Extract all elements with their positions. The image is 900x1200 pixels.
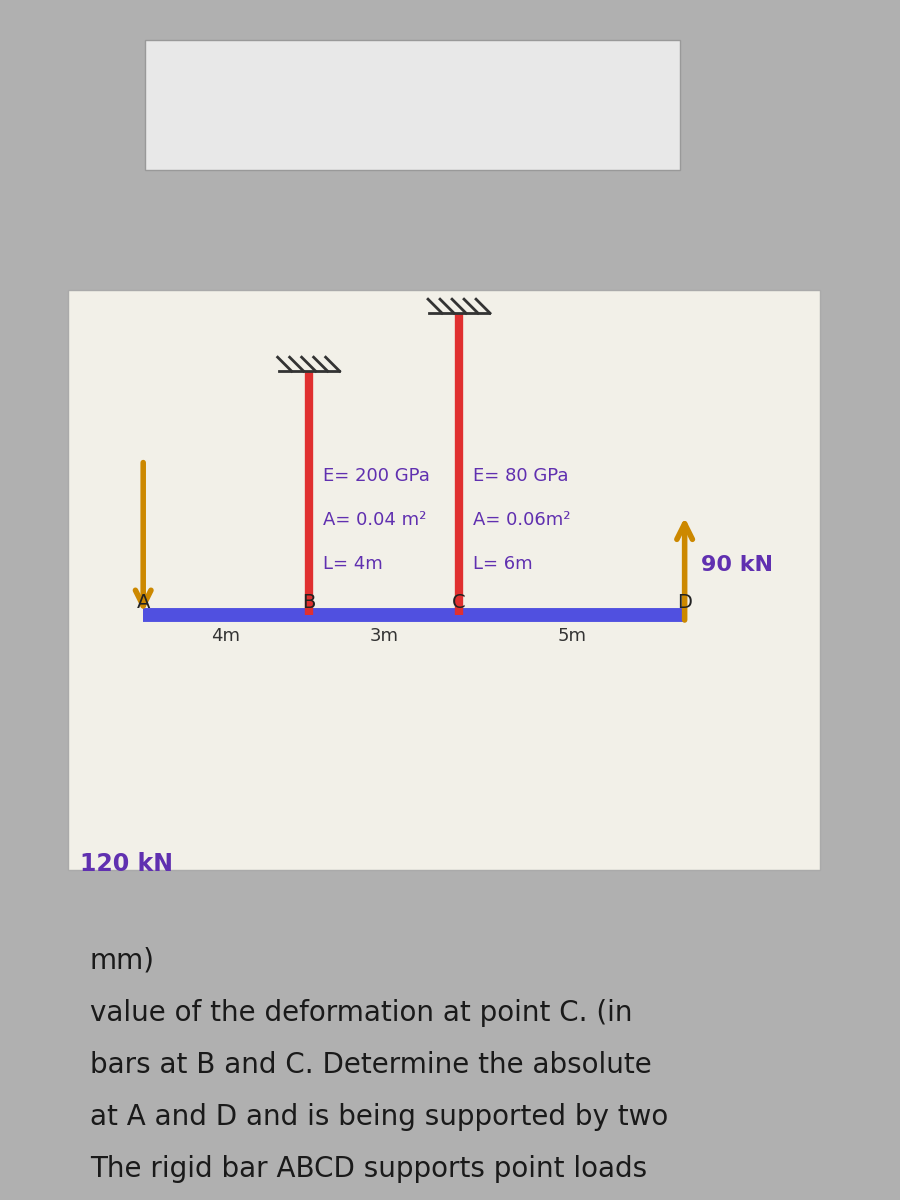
Text: The rigid bar ABCD supports point loads: The rigid bar ABCD supports point loads	[90, 1154, 647, 1183]
Text: C: C	[452, 593, 466, 612]
Text: mm): mm)	[90, 947, 155, 974]
Text: B: B	[302, 593, 315, 612]
Bar	[68, 290, 820, 870]
Text: 4m: 4m	[212, 626, 240, 644]
Text: value of the deformation at point C. (in: value of the deformation at point C. (in	[90, 998, 633, 1027]
Text: D: D	[677, 593, 692, 612]
Text: E= 200 GPa: E= 200 GPa	[322, 467, 429, 485]
Text: A= 0.06m²: A= 0.06m²	[473, 511, 571, 529]
Text: 5m: 5m	[557, 626, 586, 644]
Text: 3m: 3m	[369, 626, 399, 644]
Text: A= 0.04 m²: A= 0.04 m²	[322, 511, 426, 529]
Text: 120 kN: 120 kN	[80, 852, 173, 876]
Text: 90 kN: 90 kN	[700, 554, 772, 575]
Text: bars at B and C. Determine the absolute: bars at B and C. Determine the absolute	[90, 1051, 652, 1079]
Text: at A and D and is being supported by two: at A and D and is being supported by two	[90, 1103, 668, 1130]
Text: L= 6m: L= 6m	[473, 554, 533, 572]
Text: A: A	[137, 593, 150, 612]
Text: L= 4m: L= 4m	[322, 554, 382, 572]
Bar	[145, 40, 680, 170]
Text: E= 80 GPa: E= 80 GPa	[473, 467, 569, 485]
